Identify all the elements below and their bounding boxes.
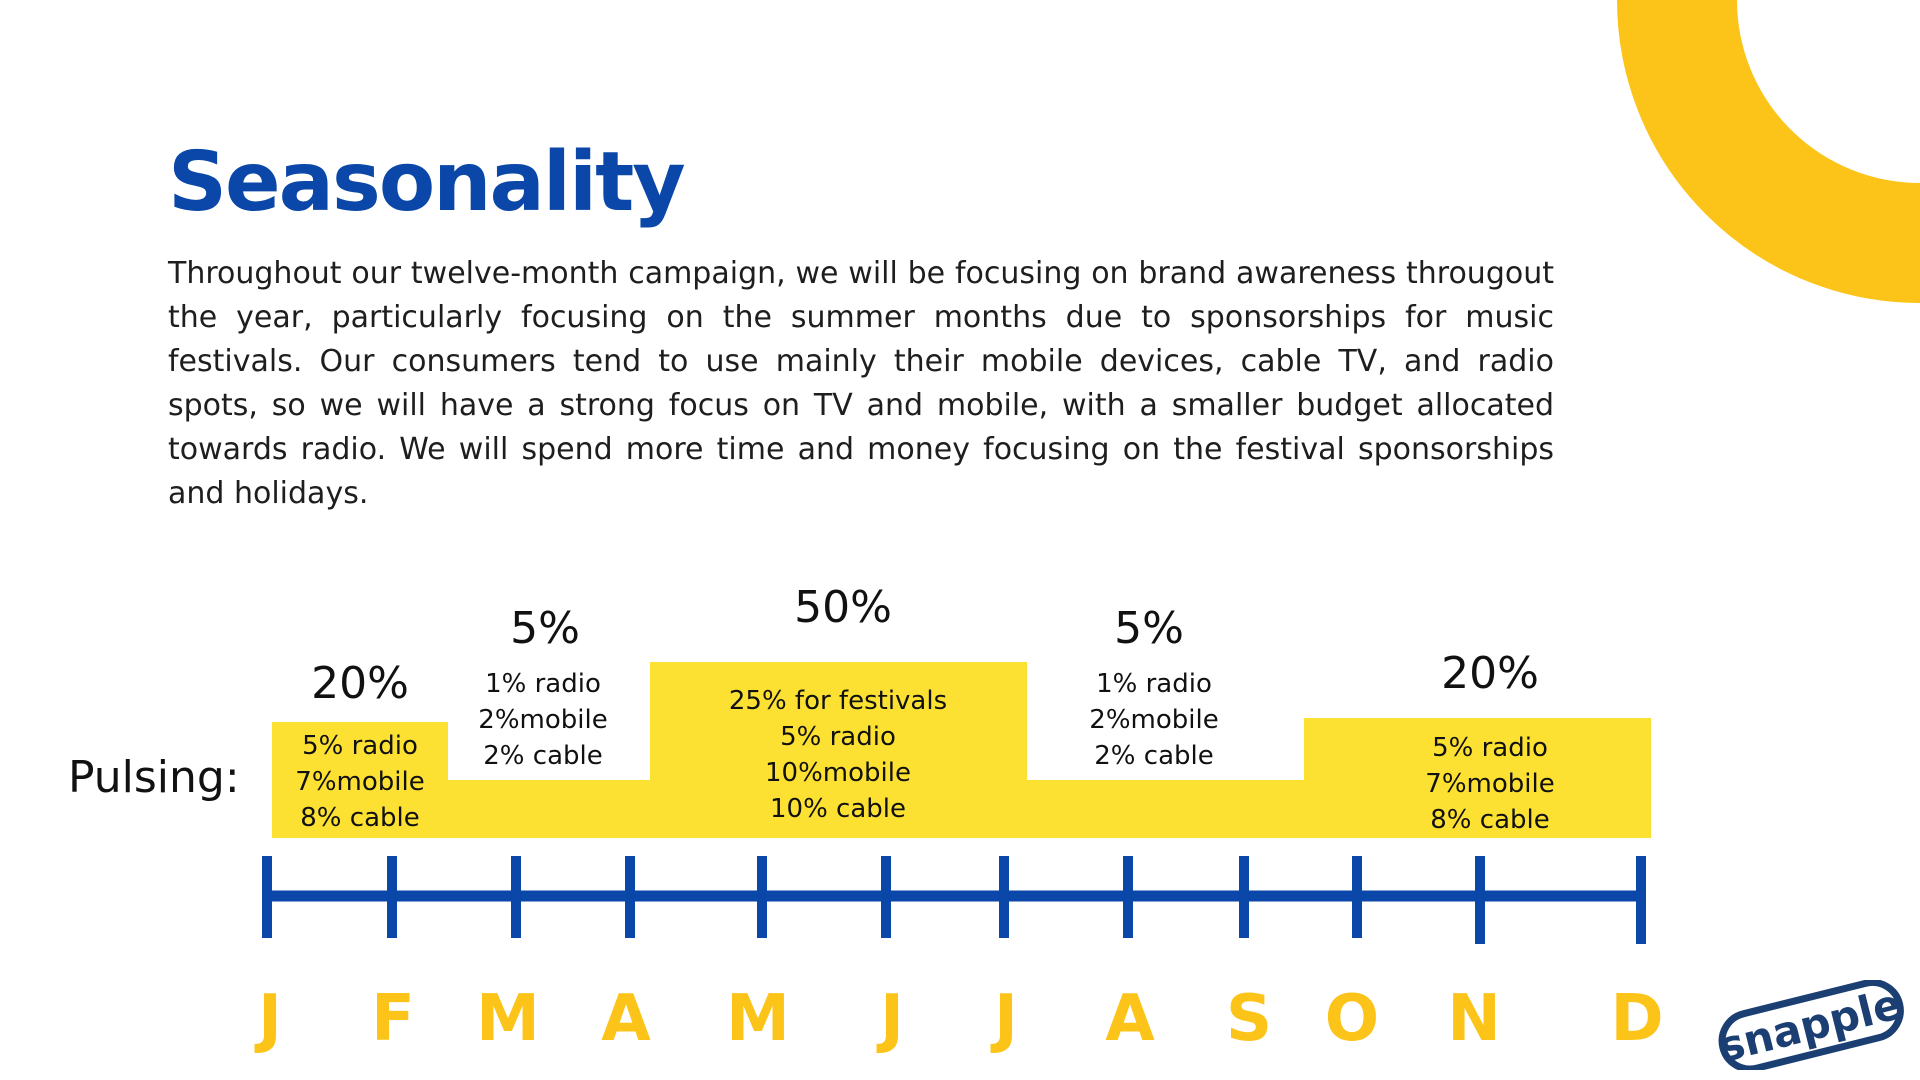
pulse-percent-label: 5%	[1114, 603, 1184, 654]
snapple-logo: snapple	[1714, 980, 1906, 1070]
month-label: J	[990, 982, 1018, 1056]
page-title: Seasonality	[168, 135, 686, 230]
pulse-bar	[272, 722, 448, 838]
month-label: A	[1105, 982, 1155, 1056]
pulse-breakdown-line: 25% for festivals	[729, 686, 947, 716]
pulse-percent-label: 50%	[794, 582, 892, 633]
pulse-bar	[1304, 718, 1651, 838]
pulse-breakdown-line: 7%mobile	[1425, 769, 1554, 799]
pulse-breakdown-line: 1% radio	[485, 669, 601, 699]
pulse-breakdown-line: 8% cable	[1430, 805, 1549, 835]
pulse-breakdown-line: 1% radio	[1096, 669, 1212, 699]
pulse-bar	[650, 662, 1027, 838]
month-label: N	[1447, 982, 1501, 1056]
month-label: J	[254, 982, 282, 1056]
month-label: F	[371, 982, 415, 1056]
pulse-breakdown-line: 5% radio	[780, 722, 896, 752]
month-label: M	[726, 982, 790, 1056]
month-label: J	[876, 982, 904, 1056]
pulse-breakdown-line: 7%mobile	[295, 767, 424, 797]
pulse-breakdown-line: 5% radio	[1432, 733, 1548, 763]
month-label: S	[1226, 982, 1272, 1056]
pulse-bar	[1027, 780, 1304, 838]
pulse-breakdown-line: 5% radio	[302, 731, 418, 761]
pulse-percent-label: 5%	[510, 603, 580, 654]
pulse-breakdown-line: 8% cable	[300, 803, 419, 833]
pulse-percent-label: 20%	[311, 658, 409, 709]
pulse-breakdown-line: 2% cable	[1094, 741, 1213, 771]
month-label: A	[601, 982, 651, 1056]
pulse-breakdown-line: 10%mobile	[765, 758, 911, 788]
body-paragraph: Throughout our twelve-month campaign, we…	[168, 256, 1554, 511]
pulsing-label: Pulsing:	[68, 752, 240, 803]
pulse-breakdown-line: 10% cable	[770, 794, 906, 824]
pulse-breakdown-line: 2%mobile	[1089, 705, 1218, 735]
month-label: M	[476, 982, 540, 1056]
month-label: D	[1610, 982, 1663, 1056]
pulse-percent-label: 20%	[1441, 648, 1539, 699]
pulse-breakdown-line: 2% cable	[483, 741, 602, 771]
pulse-breakdown-line: 2%mobile	[478, 705, 607, 735]
pulse-bar	[448, 780, 650, 838]
month-label: O	[1325, 982, 1379, 1056]
